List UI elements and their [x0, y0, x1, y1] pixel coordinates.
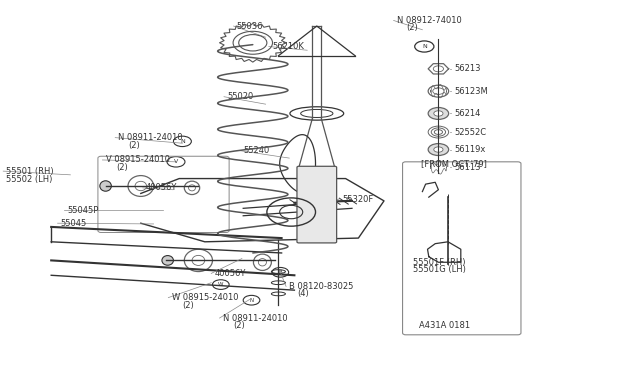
Text: 56123M: 56123M — [454, 87, 488, 96]
Text: 40056Y: 40056Y — [146, 183, 177, 192]
Text: 56214: 56214 — [454, 109, 481, 118]
Text: (2): (2) — [128, 141, 140, 150]
Text: 55320F: 55320F — [342, 195, 374, 203]
Text: B: B — [278, 270, 282, 275]
Text: 55501G (LH): 55501G (LH) — [413, 265, 466, 274]
Text: N 08911-24010: N 08911-24010 — [118, 133, 183, 142]
Text: N: N — [422, 44, 427, 49]
Text: N: N — [180, 139, 185, 144]
Text: 40056Y: 40056Y — [214, 269, 246, 278]
Text: 55240: 55240 — [243, 146, 269, 155]
Circle shape — [428, 108, 449, 119]
FancyBboxPatch shape — [297, 166, 337, 243]
Text: V 08915-24010: V 08915-24010 — [106, 155, 170, 164]
Ellipse shape — [162, 256, 173, 265]
Text: 55502 (LH): 55502 (LH) — [6, 175, 52, 184]
Circle shape — [428, 144, 449, 155]
Text: 55020: 55020 — [227, 92, 253, 101]
Text: (2): (2) — [234, 321, 245, 330]
Text: (2): (2) — [116, 163, 128, 172]
Text: B 08120-83025: B 08120-83025 — [289, 282, 354, 291]
Text: 55036: 55036 — [237, 22, 263, 31]
Text: 55501F (RH): 55501F (RH) — [413, 258, 465, 267]
Text: N 08911-24010: N 08911-24010 — [223, 314, 287, 323]
Text: 55045P: 55045P — [67, 206, 99, 215]
Text: [FROM OCT.'79]: [FROM OCT.'79] — [421, 159, 487, 168]
Ellipse shape — [100, 181, 111, 191]
Circle shape — [434, 147, 443, 152]
Text: W: W — [218, 282, 223, 287]
Text: (4): (4) — [298, 289, 309, 298]
Text: W 08915-24010: W 08915-24010 — [172, 293, 238, 302]
Text: (2): (2) — [406, 23, 418, 32]
Text: 52552C: 52552C — [454, 128, 486, 137]
Text: 56210K: 56210K — [272, 42, 304, 51]
FancyBboxPatch shape — [403, 162, 521, 335]
Text: A431A 0181: A431A 0181 — [419, 321, 470, 330]
Text: 56213: 56213 — [454, 64, 481, 73]
Text: 55501 (RH): 55501 (RH) — [6, 167, 54, 176]
Text: V: V — [174, 159, 178, 164]
Text: N 08912-74010: N 08912-74010 — [397, 16, 461, 25]
Text: (2): (2) — [182, 301, 194, 310]
Text: N: N — [250, 298, 253, 303]
Text: 56113: 56113 — [454, 163, 481, 172]
Circle shape — [434, 111, 443, 116]
Text: 56119x: 56119x — [454, 145, 486, 154]
Text: 55045: 55045 — [61, 219, 87, 228]
